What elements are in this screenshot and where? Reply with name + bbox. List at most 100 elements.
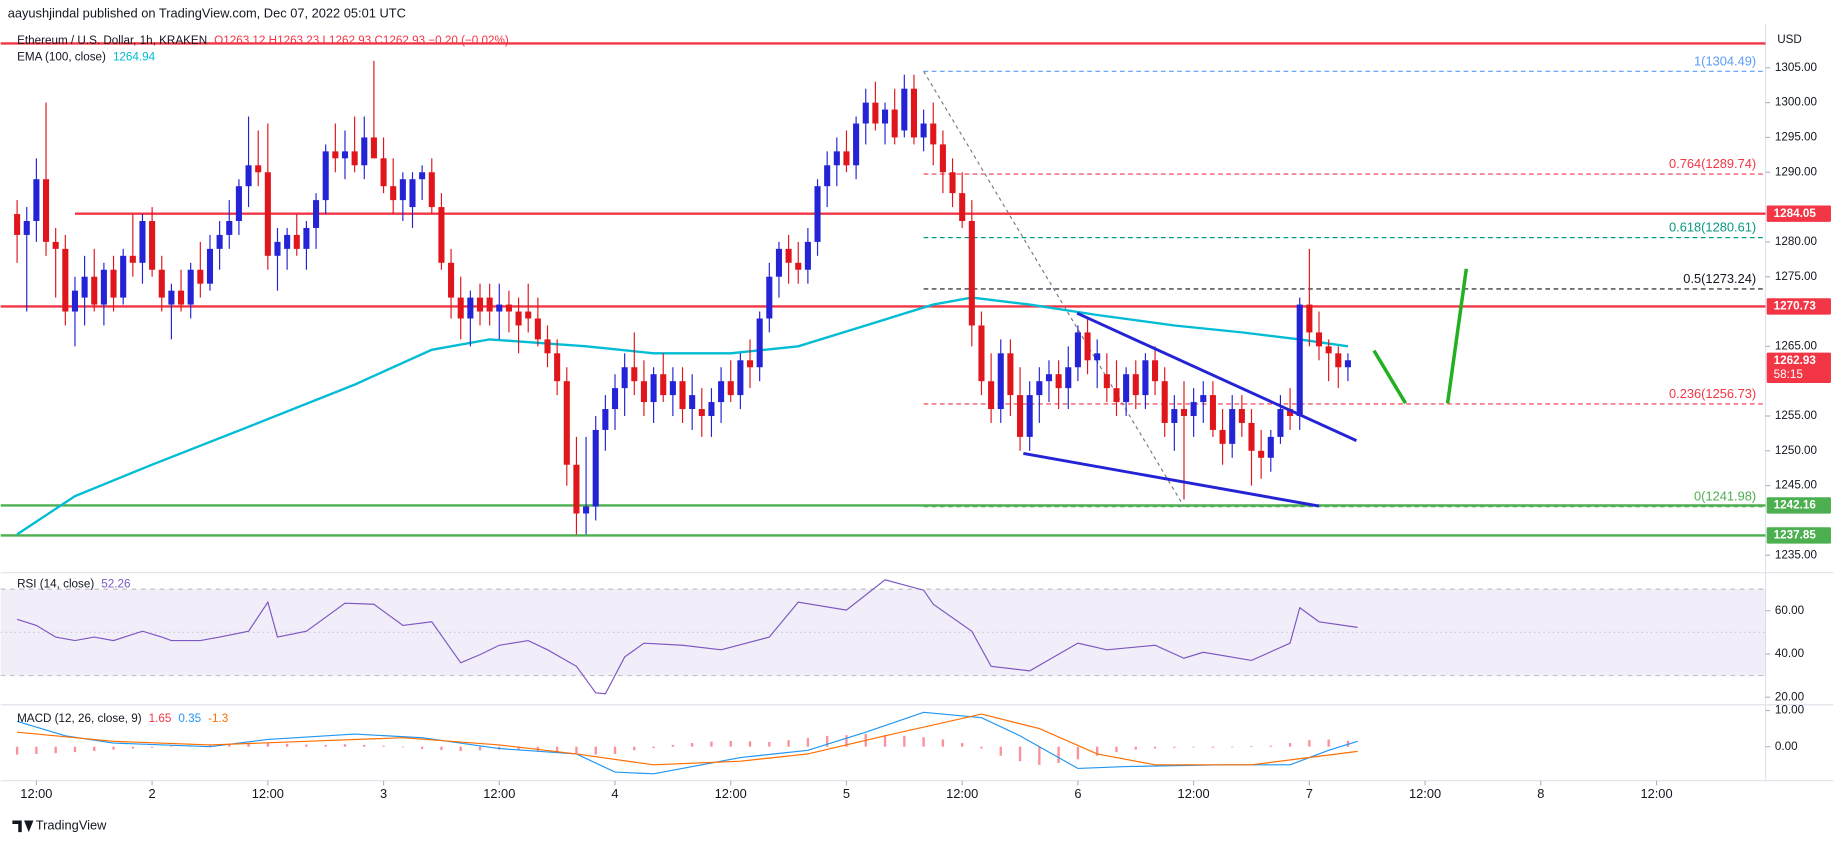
macd-name: MACD (12, 26, close, 9) — [17, 712, 142, 725]
candle-body — [583, 506, 590, 514]
candle-body — [708, 402, 715, 416]
x-tick-label: 6 — [1074, 786, 1081, 801]
macd-histogram — [324, 744, 327, 747]
candle-body — [448, 262, 455, 298]
macd-histogram — [459, 746, 462, 752]
candle-body — [1325, 346, 1332, 354]
price-badge-label: 1242.16 — [1774, 498, 1817, 511]
macd-histogram — [690, 743, 694, 747]
macd-histogram — [826, 735, 829, 747]
fib-label: 0.764(1289.74) — [1669, 156, 1756, 171]
candle-body — [1007, 353, 1014, 396]
y-tick-label: 1265.00 — [1775, 339, 1818, 352]
candle-body — [1296, 304, 1303, 416]
candle-body — [785, 248, 792, 263]
candle-body — [959, 193, 966, 222]
candle-body — [718, 381, 725, 403]
candle-body — [351, 151, 358, 166]
macd-histogram — [1057, 746, 1060, 763]
macd-histogram — [961, 743, 964, 747]
candle-body — [284, 234, 291, 249]
candle-body — [988, 381, 995, 410]
candle-body — [1229, 409, 1236, 444]
candle-body — [1267, 436, 1274, 458]
candle-body — [1084, 332, 1091, 361]
candle-body — [1200, 395, 1207, 403]
candle-body — [322, 151, 329, 201]
macd-histogram — [710, 741, 713, 747]
candle-body — [370, 137, 377, 159]
y-tick-label: 10.00 — [1775, 704, 1805, 717]
price-badge — [1766, 497, 1831, 514]
y-tick-label: 1235.00 — [1775, 548, 1818, 561]
macd-histogram — [266, 743, 270, 747]
macd-histogram — [1038, 746, 1041, 765]
y-tick-label: 20.00 — [1775, 690, 1805, 703]
candle-body — [274, 241, 281, 256]
price-badge-label: 1284.05 — [1774, 207, 1817, 220]
projection-arrow — [1445, 268, 1469, 404]
candle-body — [727, 381, 734, 396]
macd-histogram — [845, 735, 848, 747]
candle-body — [1017, 395, 1024, 437]
candle-body — [1123, 374, 1130, 403]
macd-histogram — [787, 740, 790, 747]
candle-body — [814, 186, 821, 242]
indicator-line — [16, 579, 1358, 695]
candle-body — [843, 151, 850, 166]
candle-body — [602, 409, 609, 430]
candle-body — [158, 269, 165, 298]
candle-body — [1074, 332, 1081, 368]
macd-histogram — [382, 745, 385, 747]
candle-body — [901, 88, 908, 131]
candle-body — [168, 290, 175, 305]
candle-body — [611, 388, 619, 410]
rsi-legend: RSI (14, close) 52.26 — [17, 577, 130, 590]
candle-body — [997, 353, 1004, 410]
x-tick-label: 8 — [1537, 786, 1544, 801]
y-tick-label: 1275.00 — [1775, 270, 1818, 283]
macd-histogram — [1153, 746, 1157, 749]
candle-body — [525, 311, 532, 319]
macd-histogram — [768, 742, 771, 747]
candle-body — [949, 172, 956, 194]
candle-body — [1026, 395, 1033, 437]
y-tick-label: 1280.00 — [1775, 235, 1818, 248]
candle-body — [1209, 395, 1216, 430]
macd-hist-value: 1.65 — [149, 712, 172, 725]
price-badge-label: 1262.93 — [1774, 354, 1817, 367]
candle-body — [650, 374, 657, 403]
candle-body — [467, 297, 474, 319]
macd-histogram — [1211, 746, 1215, 748]
rsi-name: RSI (14, close) — [17, 577, 94, 590]
candle-body — [592, 429, 599, 507]
candle-body — [457, 297, 464, 319]
price-badge-countdown: 58:15 — [1774, 368, 1803, 381]
macd-histogram — [1250, 745, 1253, 747]
candle-body — [62, 248, 69, 312]
candle-body — [42, 179, 50, 242]
x-tick-label: 3 — [380, 786, 387, 801]
fib-label: 0(1241.98) — [1694, 489, 1756, 504]
macd-histogram — [93, 746, 96, 752]
macd-histogram — [228, 744, 231, 747]
candle-body — [1094, 353, 1101, 361]
candle-body — [1248, 422, 1255, 451]
x-tick-label: 7 — [1306, 786, 1313, 801]
candle-body — [1036, 381, 1043, 396]
price-badge-label: 1270.73 — [1774, 300, 1817, 313]
candle-body — [505, 304, 512, 312]
candle-body — [775, 248, 782, 277]
candle-body — [910, 88, 918, 138]
macd-histogram — [1096, 746, 1099, 756]
candle-body — [1258, 450, 1265, 458]
macd-signal-value: -1.3 — [208, 712, 228, 725]
macd-histogram — [903, 735, 906, 747]
candle-body — [255, 165, 262, 173]
x-tick-label: 5 — [843, 786, 850, 801]
candle-body — [660, 374, 667, 396]
fib-label: 0.5(1273.24) — [1683, 271, 1756, 286]
candle-body — [1142, 360, 1149, 396]
candle-body — [669, 381, 676, 396]
y-tick-label: 1245.00 — [1775, 479, 1818, 492]
